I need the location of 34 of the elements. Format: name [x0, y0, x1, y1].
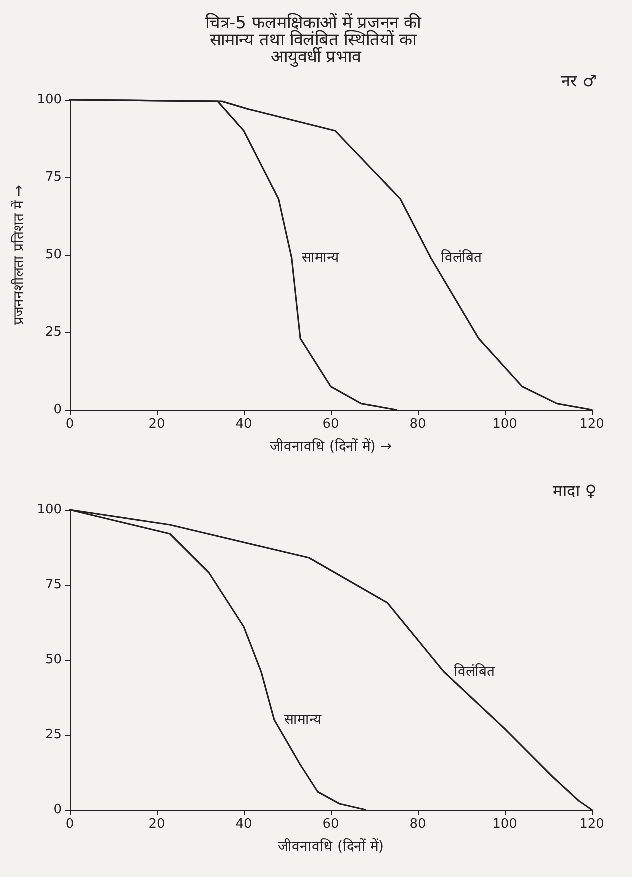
- y-tick-label: 75: [45, 578, 62, 592]
- y-tick-label: 100: [37, 502, 62, 518]
- x-axis-title: जीवनावधि (दिनों में) →: [270, 438, 392, 455]
- series-label: विलंबित: [454, 663, 496, 680]
- x-tick-label: 120: [580, 417, 604, 432]
- y-tick-label: 100: [37, 92, 62, 108]
- y-tick-label: 25: [45, 728, 62, 742]
- series-label: सामान्य: [284, 712, 322, 728]
- chart-subtitle: मादा ♀: [553, 482, 598, 500]
- chart-title: चित्र-5 फलमक्षिकाओं में प्रजनन की सामान्य तथा विलंबित स्थितियों का आयुवर्धी प्रभाव: [206, 12, 426, 68]
- x-tick-label: 60: [322, 417, 340, 432]
- x-tick-label: 0: [66, 817, 74, 832]
- chart-subtitle: नर ♂: [562, 72, 598, 90]
- y-tick-label: 50: [45, 652, 62, 668]
- x-tick-label: 120: [580, 817, 604, 832]
- x-tick-label: 100: [492, 417, 518, 432]
- series-label: विलंबित: [441, 249, 484, 266]
- y-axis-title: प्रजननशीलता प्रतिशत में →: [10, 184, 28, 326]
- y-tick-label: 75: [45, 170, 62, 185]
- x-tick-label: 40: [236, 417, 252, 432]
- x-axis-title: जीवनावधि (दिनों में): [278, 838, 384, 855]
- series-label: सामान्य: [302, 250, 340, 266]
- x-tick-label: 0: [66, 417, 74, 432]
- x-tick-label: 80: [410, 417, 426, 432]
- y-tick-label: 0: [54, 402, 62, 418]
- x-tick-label: 100: [492, 817, 518, 832]
- y-tick-label: 50: [45, 248, 62, 262]
- x-tick-label: 40: [236, 817, 252, 832]
- x-tick-label: 20: [148, 417, 166, 432]
- x-tick-label: 20: [148, 817, 166, 832]
- y-tick-label: 0: [54, 802, 62, 818]
- x-tick-label: 60: [322, 817, 340, 832]
- y-tick-label: 25: [45, 325, 62, 340]
- x-tick-label: 80: [410, 817, 426, 832]
